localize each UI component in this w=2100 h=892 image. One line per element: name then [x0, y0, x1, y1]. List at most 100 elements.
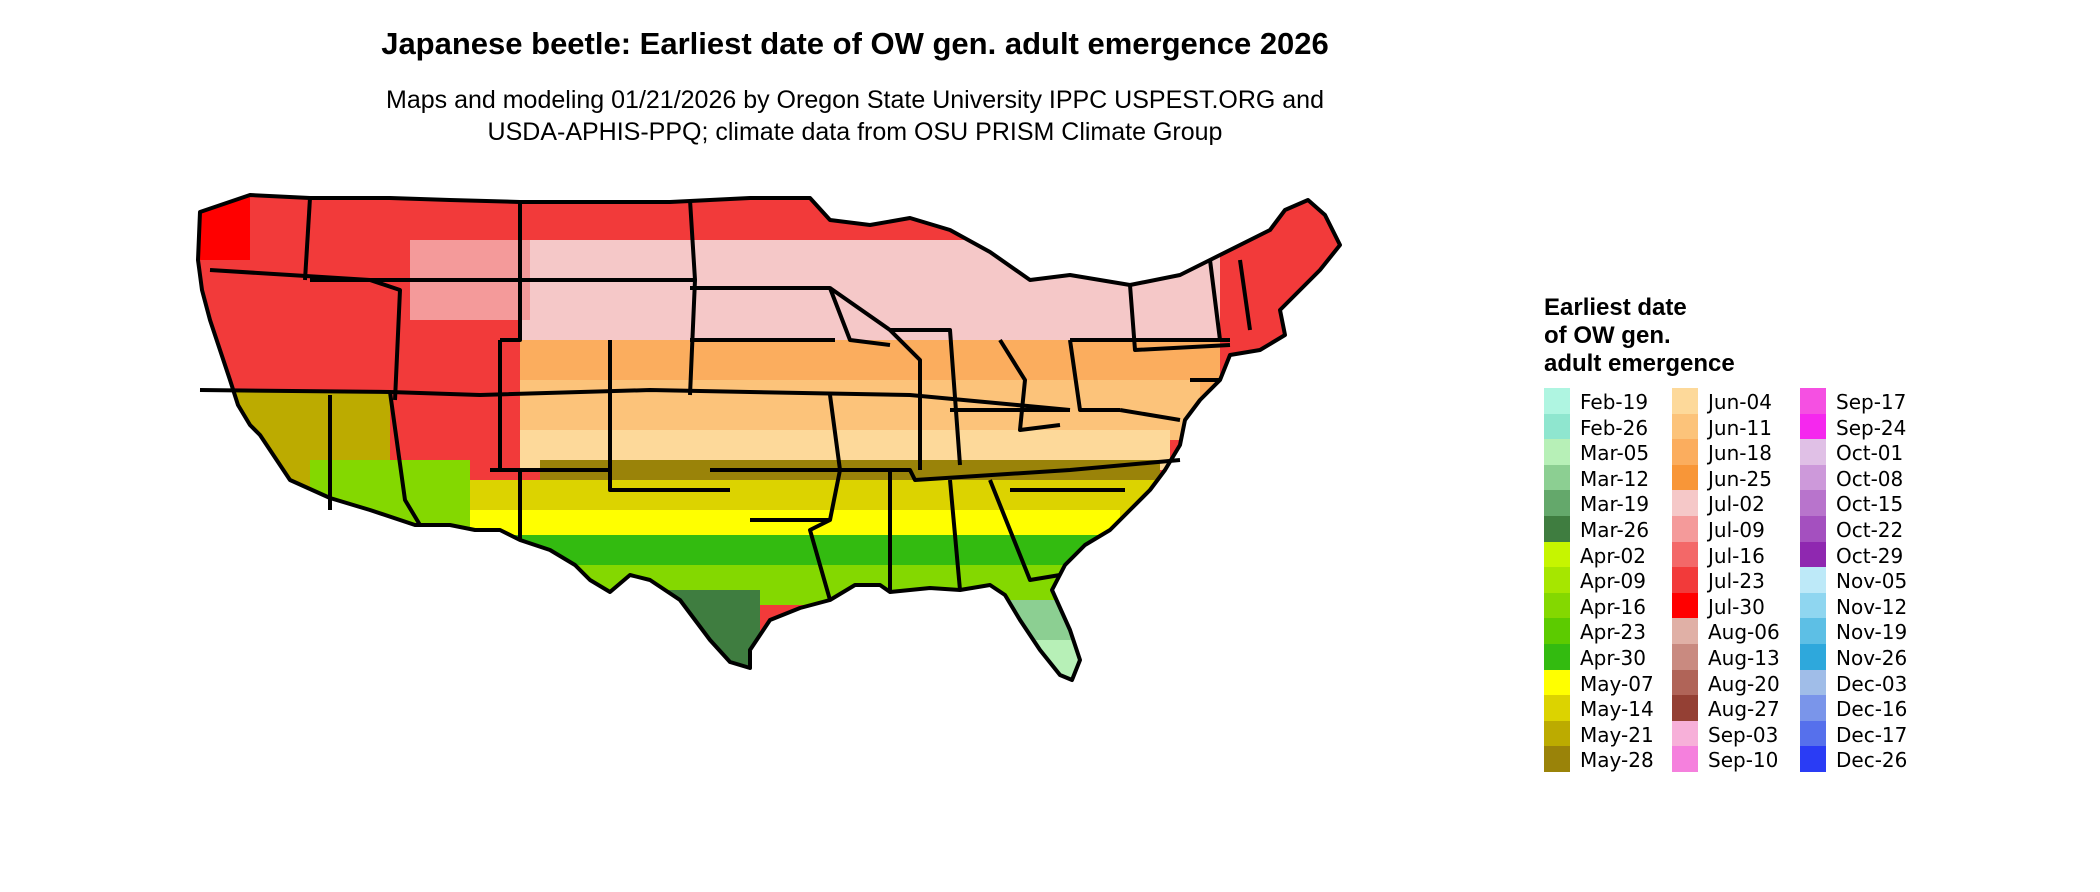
- legend-swatch: [1800, 515, 1826, 542]
- legend-swatch: [1800, 643, 1826, 670]
- legend-swatch: [1544, 618, 1570, 644]
- legend-label: Jun-04: [1708, 390, 1772, 414]
- legend-swatch: [1800, 746, 1826, 772]
- legend-swatch: [1544, 746, 1570, 772]
- legend-title-line-3: adult emergence: [1544, 350, 1735, 377]
- legend-label: Aug-20: [1708, 671, 1780, 696]
- legend-title-line-2: of OW gen.: [1544, 322, 1671, 349]
- legend-label: Apr-02: [1580, 543, 1646, 568]
- legend-label: Jul-16: [1708, 543, 1765, 568]
- legend-label: Dec-16: [1836, 697, 1908, 722]
- legend-swatch: [1800, 490, 1826, 516]
- legend-label: Oct-15: [1836, 492, 1904, 517]
- legend-label: Mar-19: [1580, 492, 1650, 517]
- legend-label: Mar-26: [1580, 517, 1650, 542]
- legend-swatch: [1544, 720, 1570, 747]
- subtitle-line-2: USDA-APHIS-PPQ; climate data from OSU PR…: [487, 118, 1223, 146]
- legend-swatch: [1672, 746, 1698, 772]
- legend-swatch: [1544, 490, 1570, 516]
- legend-swatch: [1544, 439, 1570, 465]
- legend-label: Sep-10: [1708, 748, 1779, 773]
- legend-swatch: [1800, 464, 1826, 491]
- legend-swatch: [1544, 695, 1570, 721]
- legend-swatch: [1800, 413, 1826, 440]
- legend-label: Oct-08: [1836, 466, 1904, 491]
- map-subtitle: Maps and modeling 01/21/2026 by Oregon S…: [0, 84, 1710, 148]
- legend-swatch: [1800, 695, 1826, 721]
- legend-swatch: [1672, 618, 1698, 644]
- legend-label: Apr-16: [1580, 594, 1646, 619]
- legend-swatch: [1800, 720, 1826, 747]
- legend-swatch: [1544, 592, 1570, 619]
- legend-label: Mar-05: [1580, 441, 1650, 466]
- legend-label: May-21: [1580, 722, 1654, 747]
- legend-swatch: [1672, 439, 1698, 465]
- legend-swatch: [1672, 490, 1698, 516]
- legend-swatch: [1800, 669, 1826, 696]
- legend-title: Earliest date of OW gen. adult emergence: [1544, 294, 1804, 378]
- legend-swatch: [1544, 413, 1570, 440]
- legend-label: Jun-11: [1708, 415, 1772, 440]
- legend-swatch: [1800, 618, 1826, 644]
- legend-label: Oct-01: [1836, 441, 1904, 466]
- legend-label: Apr-30: [1580, 645, 1646, 670]
- legend-label: Mar-12: [1580, 466, 1650, 491]
- legend-label: Dec-26: [1836, 748, 1908, 773]
- legend-label: Dec-17: [1836, 722, 1908, 747]
- legend-label: May-07: [1580, 671, 1654, 696]
- legend-swatch: [1544, 388, 1570, 414]
- legend-label: Oct-22: [1836, 517, 1904, 542]
- legend-label: Nov-12: [1836, 594, 1908, 619]
- legend-swatch: [1544, 643, 1570, 670]
- legend-label: Feb-19: [1580, 390, 1649, 414]
- legend-label: Feb-26: [1580, 415, 1649, 440]
- legend-swatch: [1672, 669, 1698, 696]
- legend-label: Jul-02: [1708, 492, 1765, 517]
- subtitle-line-1: Maps and modeling 01/21/2026 by Oregon S…: [386, 86, 1324, 114]
- state-boundaries: [196, 193, 1342, 682]
- legend-swatch: [1544, 515, 1570, 542]
- legend-swatch: [1672, 541, 1698, 568]
- legend-label: Jul-09: [1708, 517, 1765, 542]
- legend-swatch: [1672, 567, 1698, 593]
- legend-swatch: [1544, 464, 1570, 491]
- map-title: Japanese beetle: Earliest date of OW gen…: [381, 26, 1329, 61]
- legend-label: Sep-03: [1708, 722, 1779, 747]
- legend-label: Jul-23: [1708, 569, 1765, 594]
- legend-swatch: [1672, 413, 1698, 440]
- legend-label: Nov-19: [1836, 620, 1908, 645]
- legend-swatch: [1544, 669, 1570, 696]
- legend-swatch: [1672, 515, 1698, 542]
- legend-swatch: [1544, 541, 1570, 568]
- legend-swatch: [1672, 695, 1698, 721]
- legend-label: Oct-29: [1836, 543, 1904, 568]
- legend-swatch: [1672, 592, 1698, 619]
- legend-label: Apr-23: [1580, 620, 1646, 645]
- legend-label: May-28: [1580, 748, 1654, 773]
- legend-swatch: [1800, 439, 1826, 465]
- legend-swatch: [1544, 567, 1570, 593]
- legend-swatch: [1800, 592, 1826, 619]
- legend-label: Aug-27: [1708, 697, 1780, 722]
- legend-swatch: [1672, 643, 1698, 670]
- legend-label: Aug-06: [1708, 620, 1780, 645]
- legend-label: Nov-05: [1836, 569, 1908, 594]
- legend-swatch: [1672, 388, 1698, 414]
- legend-title-line-1: Earliest date: [1544, 294, 1687, 321]
- legend-swatch: [1800, 388, 1826, 414]
- us-emergence-map: [196, 193, 1342, 682]
- legend-swatch: [1800, 567, 1826, 593]
- legend-label: Nov-26: [1836, 645, 1908, 670]
- legend-swatch: [1672, 464, 1698, 491]
- legend-label: Jul-30: [1708, 594, 1765, 619]
- legend-label: Sep-24: [1836, 415, 1907, 440]
- legend-label: Jun-18: [1708, 441, 1772, 466]
- legend-label: Apr-09: [1580, 569, 1646, 594]
- legend-swatch: [1800, 541, 1826, 568]
- legend-label: Dec-03: [1836, 671, 1908, 696]
- legend-label: Aug-13: [1708, 645, 1780, 670]
- legend-label: May-14: [1580, 697, 1654, 722]
- legend-label: Sep-17: [1836, 390, 1907, 414]
- legend-swatch: [1672, 720, 1698, 747]
- legend-label: Jun-25: [1708, 466, 1772, 491]
